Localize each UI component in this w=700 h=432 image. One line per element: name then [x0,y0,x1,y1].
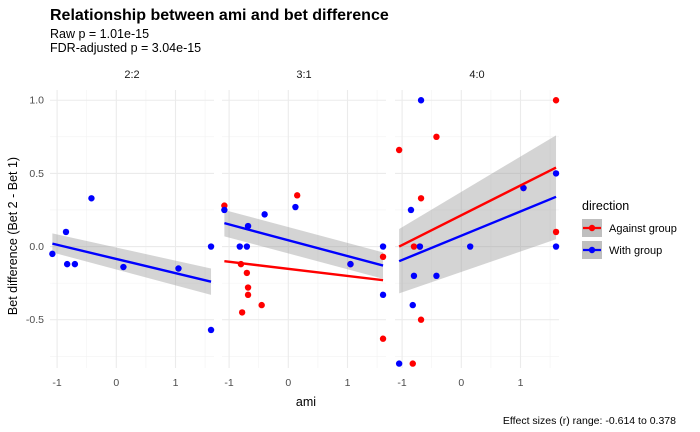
legend-label: With group [609,245,662,257]
y-axis-title: Bet difference (Bet 2 - Bet 1) [6,157,20,315]
panel-4-0: 4:0 -1 0 1 [395,69,560,389]
legend-title: direction [582,199,629,213]
legend-entry-against-group: Against group [582,219,677,237]
chart-caption: Effect sizes (r) range: -0.614 to 0.378 [503,415,676,427]
series-with-group [395,97,560,367]
y-tick-label: 0.5 [29,168,44,180]
data-point [292,203,299,211]
x-tick-label: 1 [518,377,524,389]
data-point [63,260,71,268]
y-tick-label: 0.0 [29,241,44,253]
data-point [410,243,418,250]
regression-line [52,242,212,283]
data-point [88,195,95,202]
data-point [238,309,246,316]
x-tick-label: -1 [52,377,61,389]
data-point [221,202,228,209]
y-tick-label: 1.0 [29,95,44,107]
data-point [409,360,416,367]
x-tick-label: 1 [173,377,179,389]
series-with-group [221,203,387,299]
data-point [417,316,425,323]
legend-label: Against group [609,223,677,235]
data-point [258,301,265,309]
chart-subtitle-raw-p: Raw p = 1.01e-15 [50,27,149,41]
legend: direction Against group With group [582,199,677,259]
data-point [552,97,560,104]
panel-2-2: 2:2 -1 0 1 -0.5 0.0 0.5 1.0 [26,69,215,389]
regression-line [398,166,557,248]
x-axis-title: ami [296,395,316,409]
data-point [379,243,387,250]
chart-subtitle-fdr-p: FDR-adjusted p = 3.04e-15 [50,41,201,55]
data-point [244,284,252,291]
x-tick-label: -1 [397,377,406,389]
legend-key-point [588,224,596,232]
x-tick-label: 0 [113,377,119,389]
regression-line [224,221,384,267]
data-point [433,272,440,280]
data-point [175,265,182,272]
regression-line [224,259,384,282]
data-point [379,335,387,342]
facet-panels: 2:2 -1 0 1 -0.5 0.0 0.5 1.0 3:1 -1 0 1 4:0 -1 0 1 [26,69,560,389]
panel-3-1: 3:1 -1 0 1 [221,69,387,389]
data-point [552,170,560,177]
data-point [244,291,252,299]
data-point [433,133,440,141]
data-point [409,301,416,309]
data-point [379,253,387,260]
data-point [552,243,560,250]
x-tick-label: -1 [224,377,233,389]
data-point [243,269,251,277]
regression-line [398,195,557,263]
data-point [244,222,252,230]
data-point [221,206,228,214]
data-point [417,195,425,202]
x-tick-label: 1 [345,377,351,389]
x-tick-label: 0 [285,377,291,389]
data-point [236,243,243,250]
data-point [261,211,268,218]
data-point [293,192,301,199]
y-tick-label: -0.5 [26,314,44,326]
data-point [395,360,403,367]
facet-strip-label: 3:1 [296,69,311,81]
legend-entry-with-group: With group [582,241,662,259]
data-point [417,97,425,104]
data-point [243,243,251,250]
data-point [49,250,56,258]
facet-strip-label: 2:2 [124,69,139,81]
data-point [520,184,527,192]
data-point [395,146,403,154]
confidence-band [52,233,212,295]
confidence-band [399,135,557,294]
data-point [379,291,387,299]
data-point [407,206,415,214]
data-point [416,243,424,250]
chart-title: Relationship between ami and bet differe… [50,7,389,24]
series-with-group [49,195,215,334]
data-point [410,272,418,280]
facet-strip-label: 4:0 [469,69,484,81]
x-tick-label: 0 [458,377,464,389]
data-point [62,228,70,236]
data-point [207,243,215,250]
data-point [207,326,215,334]
data-point [347,260,354,268]
legend-key-point [588,246,596,254]
data-point [120,263,127,271]
data-point [552,228,560,236]
data-point [466,243,474,250]
data-point [71,260,79,268]
